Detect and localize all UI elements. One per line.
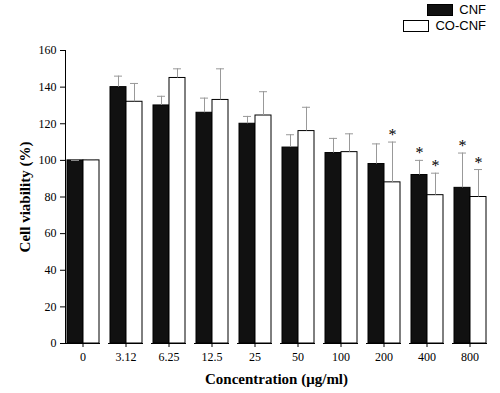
svg-text:100: 100: [39, 153, 57, 167]
svg-text:20: 20: [45, 300, 57, 314]
svg-text:100: 100: [332, 350, 350, 364]
svg-text:*: *: [459, 137, 467, 154]
svg-text:120: 120: [39, 117, 57, 131]
svg-text:140: 140: [39, 80, 57, 94]
svg-text:Cell viability (%): Cell viability (%): [17, 142, 34, 253]
svg-text:80: 80: [45, 190, 57, 204]
html-text:CO-CNF: CO-CNF: [435, 18, 486, 33]
svg-text:*: *: [416, 144, 424, 161]
svg-text:200: 200: [375, 350, 393, 364]
svg-text:0: 0: [51, 336, 57, 350]
svg-text:0: 0: [80, 350, 86, 364]
svg-text:800: 800: [461, 350, 479, 364]
html-text:CNF: CNF: [459, 2, 486, 17]
svg-text:40: 40: [45, 263, 57, 277]
svg-text:*: *: [389, 126, 397, 143]
svg-text:*: *: [432, 157, 440, 174]
svg-text:12.5: 12.5: [202, 350, 223, 364]
svg-text:6.25: 6.25: [159, 350, 180, 364]
svg-text:25: 25: [249, 350, 261, 364]
svg-text:Concentration (μg/ml): Concentration (μg/ml): [205, 371, 348, 388]
svg-text:*: *: [475, 154, 483, 171]
svg-text:3.12: 3.12: [116, 350, 137, 364]
svg-text:60: 60: [45, 226, 57, 240]
svg-text:50: 50: [292, 350, 304, 364]
svg-text:160: 160: [39, 43, 57, 57]
svg-text:400: 400: [418, 350, 436, 364]
